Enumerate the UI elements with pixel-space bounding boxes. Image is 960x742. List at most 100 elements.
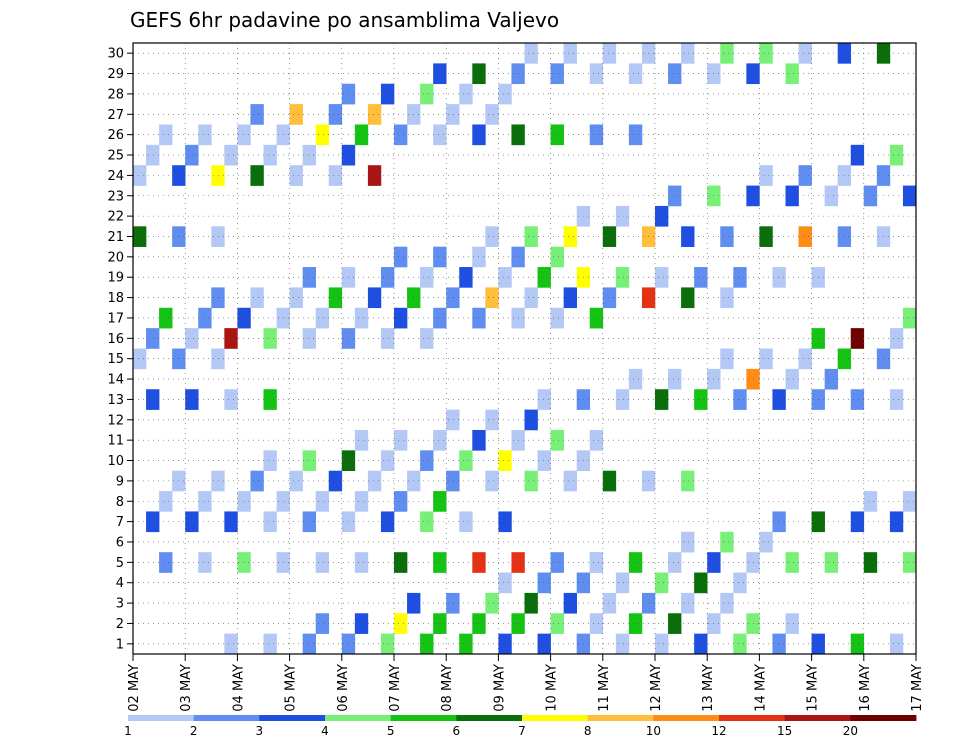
legend-label: 4 <box>321 724 329 738</box>
legend-label: 15 <box>777 724 792 738</box>
heatmap-cell <box>889 144 904 166</box>
heatmap-cell <box>185 328 199 349</box>
heatmap-cell <box>550 246 564 268</box>
y-tick-label: 5 <box>116 556 124 571</box>
legend-swatch <box>653 715 720 721</box>
heatmap-cell <box>694 389 708 410</box>
heatmap-cell <box>785 63 799 85</box>
x-tick-label: 15 MAY <box>806 664 821 712</box>
heatmap-cell <box>302 450 316 471</box>
heatmap-cell <box>524 470 538 492</box>
heatmap-cell <box>446 104 460 125</box>
heatmap-cell <box>863 552 878 573</box>
heatmap-cell <box>550 63 564 85</box>
heatmap-cell <box>694 633 708 655</box>
heatmap-cell <box>772 633 786 655</box>
heatmap-cell <box>446 592 460 614</box>
heatmap-cell <box>681 43 695 64</box>
y-tick-label: 25 <box>107 149 124 164</box>
heatmap-cell <box>394 307 408 329</box>
heatmap-cell <box>198 124 212 146</box>
heatmap-cell <box>863 185 878 207</box>
heatmap-cell <box>902 552 917 573</box>
x-tick-label: 13 MAY <box>701 664 716 712</box>
heatmap-cell <box>420 511 434 533</box>
heatmap-cell <box>785 185 799 207</box>
heatmap-cell <box>798 165 812 186</box>
heatmap-cell <box>563 43 577 64</box>
y-tick-label: 18 <box>107 291 124 306</box>
heatmap-cell <box>302 328 316 349</box>
grid-lines <box>132 43 917 654</box>
heatmap-cell <box>498 572 512 594</box>
heatmap-cell <box>446 409 460 431</box>
heatmap-cell <box>902 185 917 207</box>
heatmap-cell <box>550 613 564 634</box>
heatmap-cell <box>211 165 225 186</box>
heatmap-cell <box>315 124 330 146</box>
heatmap-cells <box>133 43 917 655</box>
x-tick-label: 09 MAY <box>492 664 507 712</box>
heatmap-cell <box>211 287 225 309</box>
heatmap-cell <box>433 63 447 85</box>
heatmap-cell <box>785 552 799 573</box>
heatmap-cell <box>198 307 212 329</box>
heatmap-cell <box>198 552 212 573</box>
heatmap-cell <box>146 511 160 533</box>
heatmap-cell <box>302 511 316 533</box>
y-tick-label: 28 <box>107 87 124 102</box>
heatmap-cell <box>224 144 238 166</box>
x-tick-label: 12 MAY <box>649 664 664 712</box>
heatmap-cell <box>889 328 904 349</box>
heatmap-cell <box>485 409 499 431</box>
heatmap-cell <box>524 409 538 431</box>
x-tick-label: 11 MAY <box>597 664 612 712</box>
heatmap-cell <box>589 307 604 329</box>
heatmap-cell <box>524 226 538 247</box>
heatmap-cell <box>785 613 799 634</box>
legend-label: 1 <box>124 724 132 738</box>
heatmap-cell <box>315 613 330 634</box>
heatmap-cell <box>250 287 264 309</box>
heatmap-cell <box>850 144 865 166</box>
heatmap-cell <box>785 368 799 390</box>
heatmap-cell <box>589 613 604 634</box>
heatmap-cell <box>668 185 682 207</box>
heatmap-cell <box>772 267 786 288</box>
heatmap-cell <box>485 226 499 247</box>
heatmap-cell <box>485 470 499 492</box>
heatmap-cell <box>772 389 786 410</box>
heatmap-cell <box>328 165 343 186</box>
heatmap-cell <box>289 165 303 186</box>
heatmap-cell <box>302 633 316 655</box>
y-tick-label: 19 <box>107 271 124 286</box>
heatmap-cell <box>615 205 630 227</box>
heatmap-cell <box>733 389 747 410</box>
legend-swatch <box>784 715 851 721</box>
heatmap-cell <box>837 43 852 64</box>
heatmap-cell <box>837 348 852 370</box>
y-tick-label: 11 <box>107 434 124 449</box>
heatmap-cell <box>602 470 617 492</box>
heatmap-cell <box>798 348 812 370</box>
y-tick-label: 12 <box>107 413 124 428</box>
y-tick-label: 29 <box>107 67 124 82</box>
y-tick-label: 16 <box>107 332 124 347</box>
heatmap-cell <box>263 389 277 410</box>
heatmap-cell <box>628 368 643 390</box>
x-tick-label: 08 MAY <box>440 664 455 712</box>
heatmap-cell <box>655 633 669 655</box>
heatmap-cell <box>211 348 225 370</box>
heatmap-cell <box>668 552 682 573</box>
heatmap-cell <box>863 491 878 512</box>
heatmap-cell <box>394 429 408 451</box>
heatmap-cell <box>615 633 630 655</box>
color-legend: 1 2 3 4 5 6 7 8 10 12 15 20 <box>124 715 917 738</box>
y-tick-label: 21 <box>107 230 124 245</box>
y-tick-label: 14 <box>107 373 124 388</box>
heatmap-cell <box>459 511 473 533</box>
y-tick-label: 17 <box>107 311 124 326</box>
heatmap-cell <box>602 226 617 247</box>
x-tick-label: 16 MAY <box>858 664 873 712</box>
heatmap-cell <box>524 592 538 614</box>
